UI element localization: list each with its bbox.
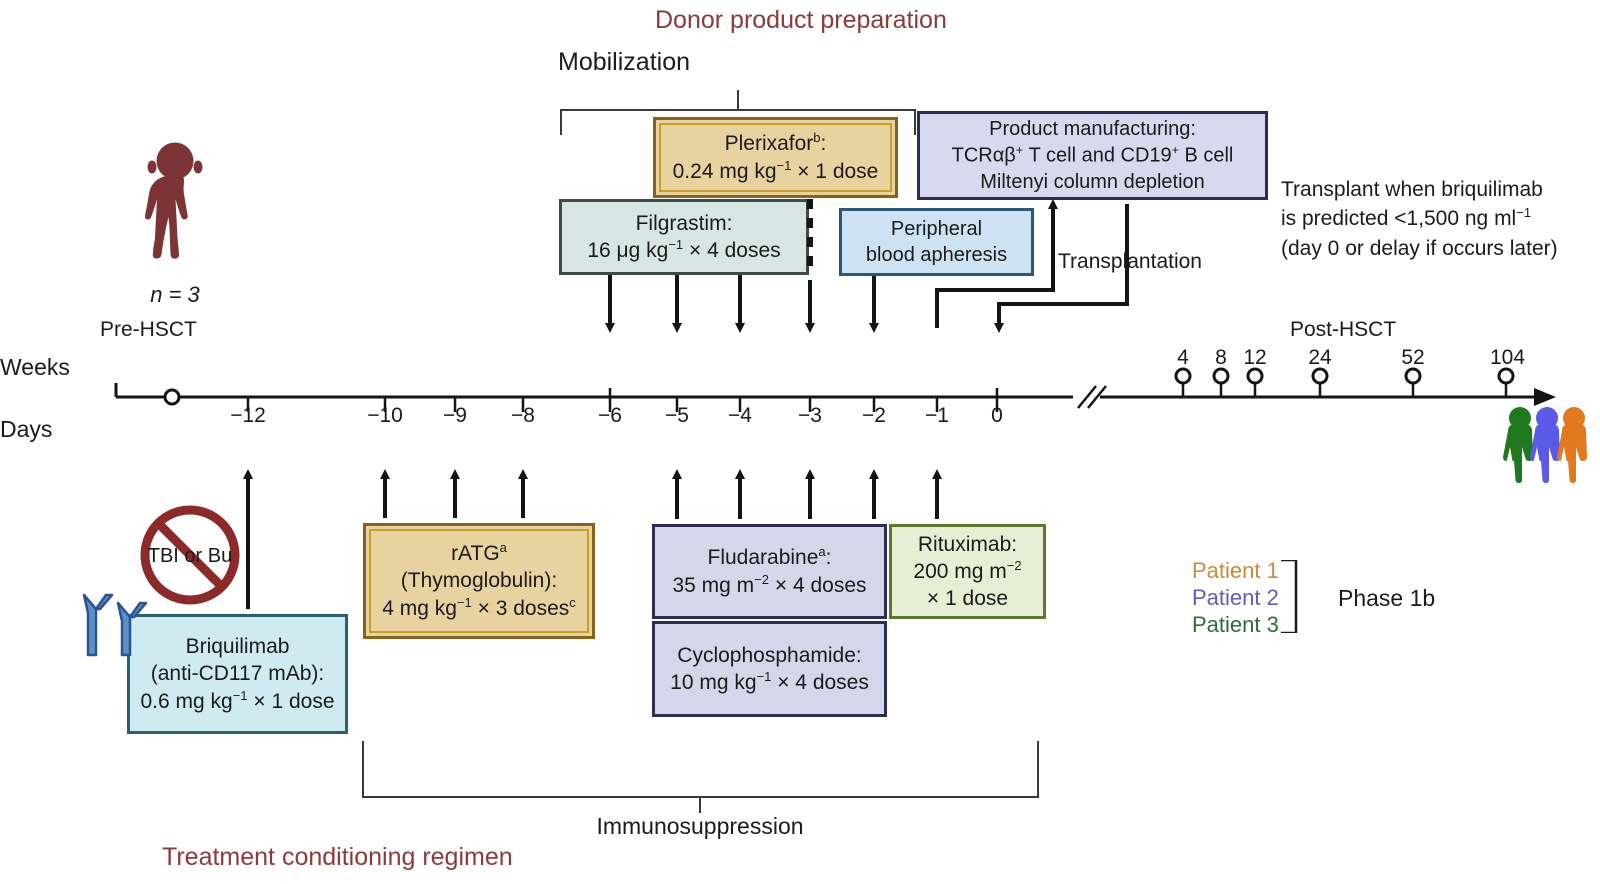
svg-text:TBI or Bu: TBI or Bu bbox=[148, 545, 232, 567]
